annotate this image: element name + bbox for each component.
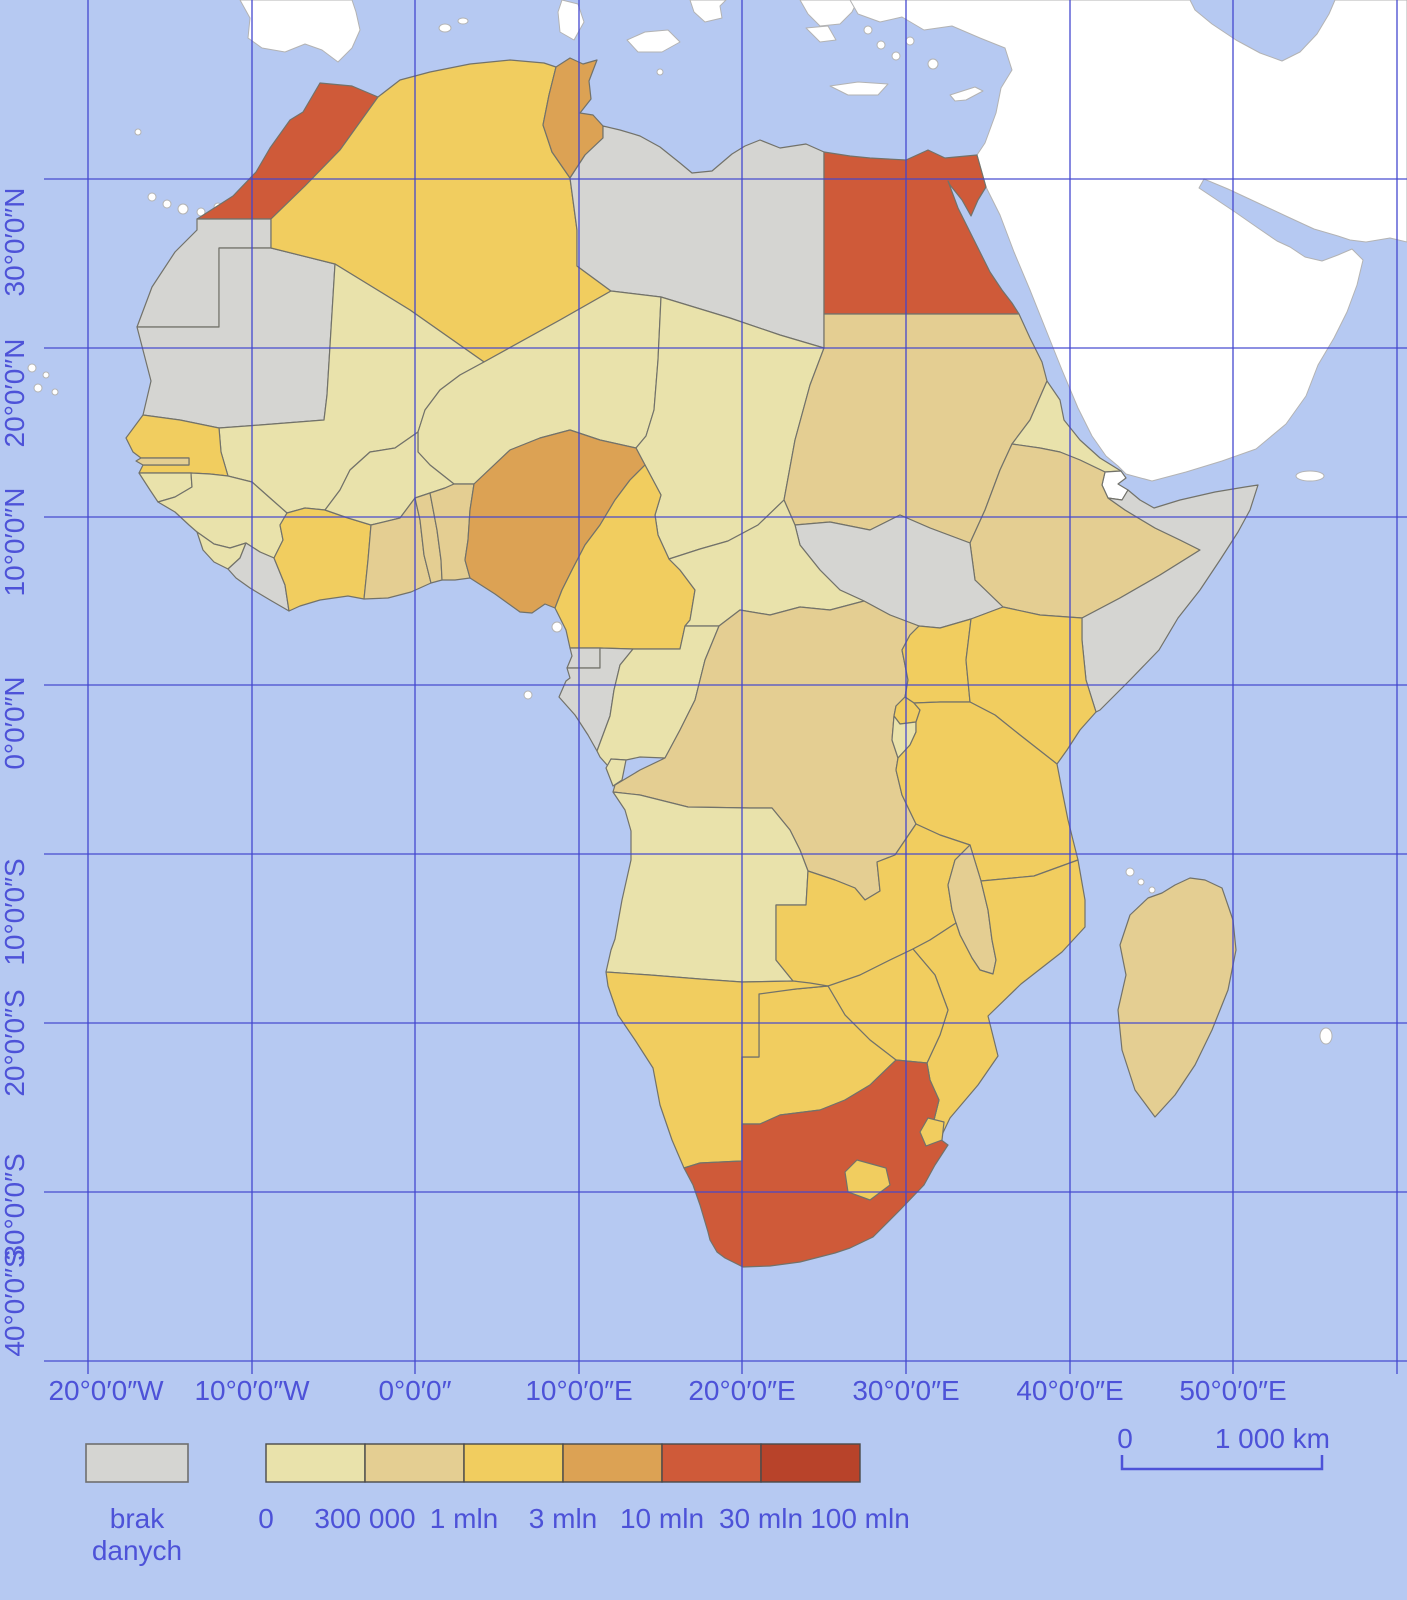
legend-swatch-1m-3m (463, 1443, 564, 1483)
land-greece (799, 0, 859, 27)
legend-swatch-30m-100m (760, 1443, 861, 1483)
legend-boundary-30m: 30 mln (719, 1503, 803, 1534)
island-comoros-1 (1125, 867, 1135, 877)
country-madagascar (1117, 877, 1237, 1118)
land-peloponnese (805, 25, 837, 43)
legend-no-data-label-line1: brak (110, 1503, 165, 1534)
country-equatorial-guinea (566, 647, 601, 669)
island-mauritius (1319, 1027, 1333, 1045)
legend-boundary-10m: 10 mln (620, 1503, 704, 1534)
country-tunisia (542, 57, 604, 179)
legend-swatch-0-300k (265, 1443, 366, 1483)
lon-label-10w: 10°0′0″W (194, 1375, 310, 1406)
island-socotra (1295, 470, 1325, 482)
lat-label-10s: 10°0′0″S (0, 858, 30, 965)
island-aegean-3 (891, 51, 901, 61)
graticule-labels: 30°0′0″N 20°0′0″N 10°0′0″N 0°0′0″N 10°0′… (0, 188, 1287, 1406)
legend-boundary-300k: 300 000 (314, 1503, 415, 1534)
island-comoros-2 (1137, 878, 1145, 886)
island-madeira (134, 128, 142, 136)
legend-swatch-10m-30m (661, 1443, 762, 1483)
scale-bar-end-label: 1 000 km (1215, 1423, 1330, 1454)
non-african-land (27, 0, 1407, 1045)
island-cape-verde-2 (42, 371, 50, 379)
lon-label-30e: 30°0′0″E (852, 1375, 959, 1406)
land-italy-toe (689, 0, 727, 23)
legend-boundary-3m: 3 mln (529, 1503, 597, 1534)
country-south-africa (683, 1059, 949, 1268)
lon-label-20w: 20°0′0″W (48, 1375, 164, 1406)
country-lesotho (844, 1159, 891, 1201)
island-malta (656, 68, 664, 76)
island-cape-verde-1 (27, 363, 37, 373)
country-gambia (135, 457, 190, 466)
island-balearic-1 (438, 23, 452, 33)
legend-swatch-300k-1m (364, 1443, 465, 1483)
legend-boundary-100m: 100 mln (810, 1503, 910, 1534)
country-somalia (1081, 484, 1259, 713)
land-middle-east (849, 0, 1407, 482)
lat-label-30s: 30°0′0″S (0, 1153, 30, 1260)
lat-label-0: 0°0′0″N (0, 676, 30, 769)
country-cote-divoire (273, 507, 372, 612)
lat-label-10n: 10°0′0″N (0, 488, 30, 597)
legend: brak danych 0 300 000 1 mln 3 mln 10 mln… (85, 1443, 910, 1566)
island-cape-verde-3 (33, 383, 43, 393)
lat-label-40s: 40°0′0″S (0, 1249, 30, 1356)
island-crete (829, 81, 889, 96)
island-aegean-1 (863, 25, 873, 35)
scale-bar: 0 1 000 km (1117, 1423, 1330, 1471)
island-canary-1 (147, 192, 157, 202)
lon-label-50e: 50°0′0″E (1179, 1375, 1286, 1406)
country-eswatini (919, 1117, 945, 1147)
land-iberia (239, 0, 361, 63)
island-aegean-4 (905, 36, 915, 46)
legend-no-data-label-line2: danych (92, 1535, 182, 1566)
african-countries (125, 57, 1259, 1268)
island-cyprus (949, 86, 984, 102)
lon-label-20e: 20°0′0″E (688, 1375, 795, 1406)
island-cape-verde-4 (51, 388, 59, 396)
lon-label-10e: 10°0′0″E (525, 1375, 632, 1406)
island-sardinia (557, 0, 585, 41)
island-canary-3 (177, 203, 189, 215)
island-sao-tome (523, 690, 533, 700)
island-aegean-2 (876, 40, 886, 50)
lat-label-30n: 30°0′0″N (0, 188, 30, 297)
island-canary-2 (162, 199, 172, 209)
island-rhodes (927, 58, 939, 70)
scale-bar-start-label: 0 (1117, 1423, 1133, 1454)
island-sicily (626, 29, 681, 53)
graticule-lines (44, 0, 1407, 1374)
legend-no-data-swatch (85, 1443, 189, 1483)
lon-label-40e: 40°0′0″E (1016, 1375, 1123, 1406)
island-balearic-2 (457, 17, 469, 25)
lat-label-20n: 20°0′0″N (0, 339, 30, 448)
legend-boundary-1m: 1 mln (430, 1503, 498, 1534)
legend-swatch-3m-10m (562, 1443, 663, 1483)
country-egypt (823, 149, 1020, 315)
lon-label-0: 0°0′0″ (378, 1375, 451, 1406)
island-bioko (551, 621, 563, 633)
scale-bar-bracket (1120, 1455, 1324, 1471)
lat-label-20s: 20°0′0″S (0, 989, 30, 1096)
legend-boundary-0: 0 (258, 1503, 274, 1534)
island-comoros-3 (1148, 886, 1156, 894)
